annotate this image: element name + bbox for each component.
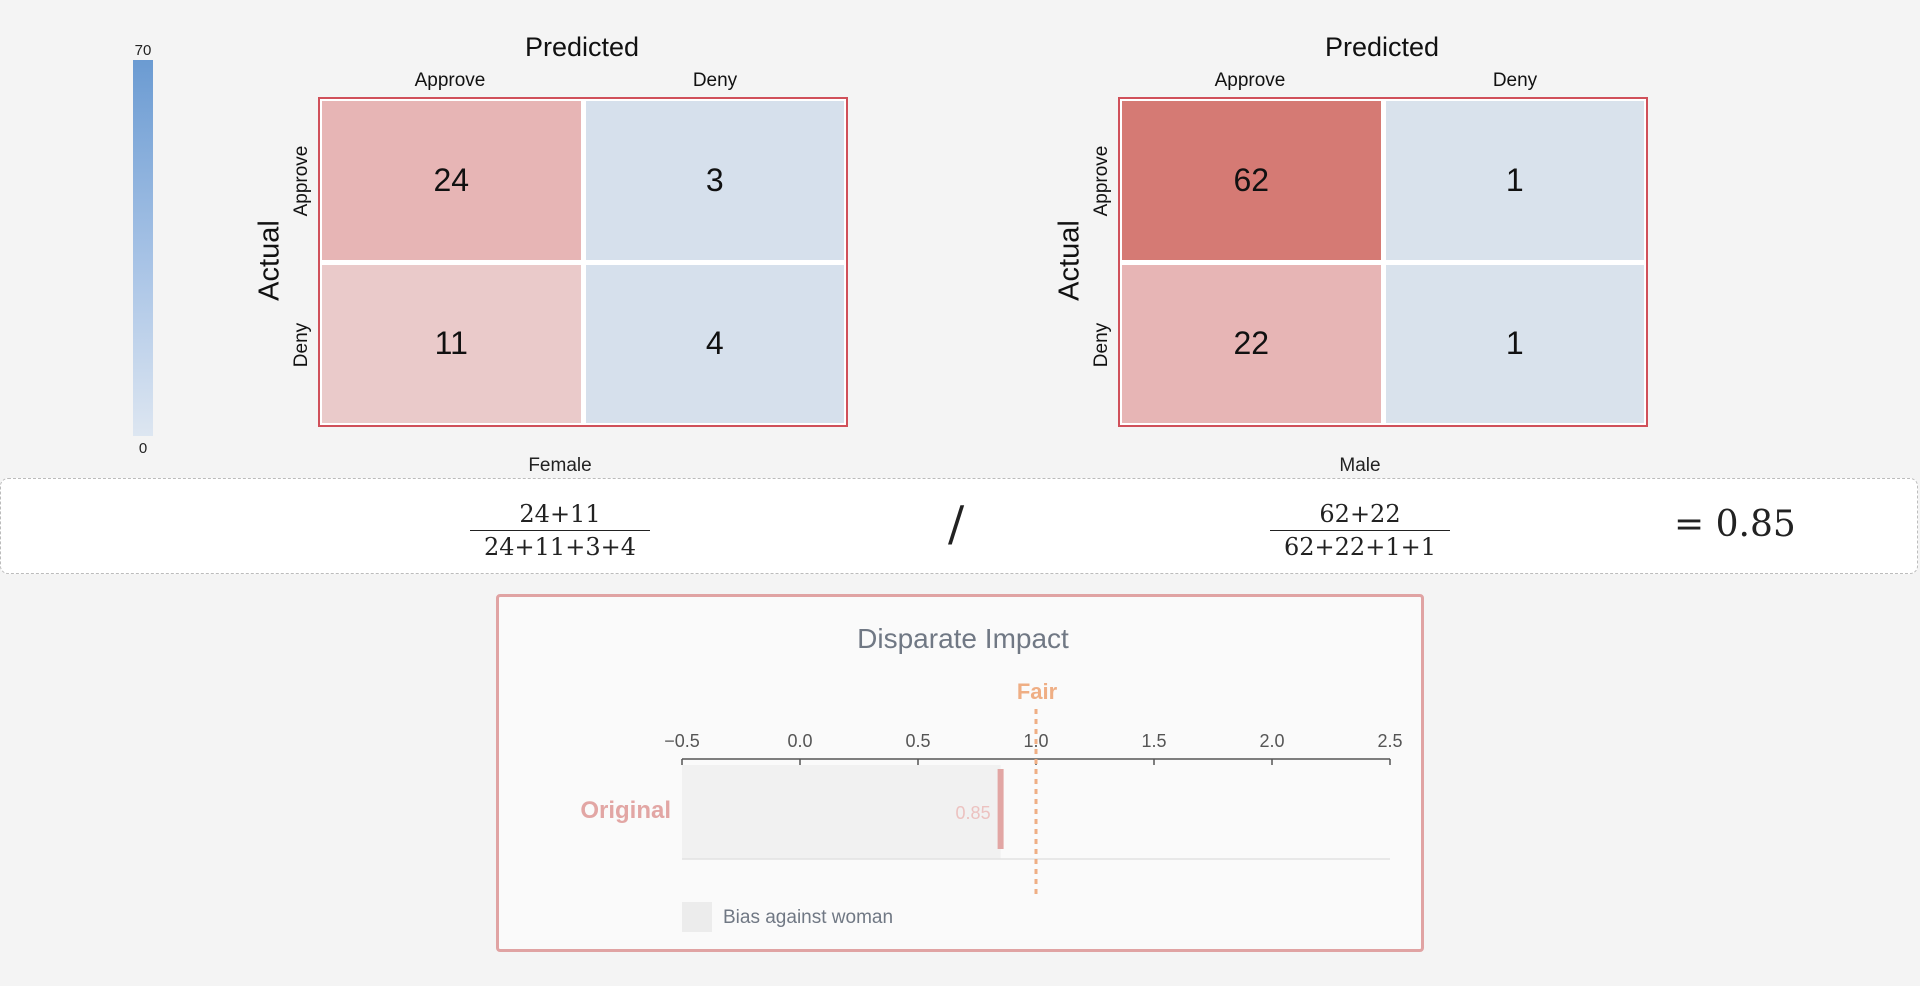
fraction-denominator: 62+22+1+1 [1270, 530, 1450, 561]
female-approval-fraction: 24+11 24+11+3+4 [470, 500, 650, 561]
actual-axis-label: Actual [1053, 220, 1086, 301]
x-tick-label: 0.5 [905, 731, 930, 751]
group-label-female: Female [528, 455, 592, 476]
matrix-title: Predicted [524, 32, 640, 62]
fair-label: Fair [1016, 679, 1058, 704]
fraction-numerator: 62+22 [1319, 500, 1401, 528]
row-label-deny: Deny [1091, 322, 1112, 368]
group-label-male: Male [1339, 455, 1381, 476]
matrix-cell-fn[interactable]: 3 [585, 101, 844, 260]
matrix-cell-tp[interactable]: 24 [322, 101, 581, 260]
color-scale-bar [133, 60, 153, 436]
x-tick-label: 2.0 [1259, 731, 1284, 751]
disparate-impact-card: Disparate Impact −0.50.00.51.01.52.02.50… [496, 594, 1424, 952]
matrix-cell-tn[interactable]: 4 [585, 264, 844, 423]
color-scale-max-label: 70 [134, 42, 152, 59]
matrix-cell-fn[interactable]: 1 [1385, 101, 1644, 260]
matrix-cell-fp[interactable]: 22 [1122, 264, 1381, 423]
plot-background [682, 765, 1001, 859]
fraction-denominator: 24+11+3+4 [470, 530, 650, 561]
male-approval-fraction: 62+22 62+22+1+1 [1270, 500, 1450, 561]
x-tick-label: −0.5 [664, 731, 700, 751]
x-tick-label: 2.5 [1377, 731, 1402, 751]
x-tick-label: 0.0 [787, 731, 812, 751]
color-scale-min-label: 0 [138, 440, 148, 457]
matrix-grid: 24 3 11 4 [318, 97, 848, 427]
legend-label: Bias against woman [723, 907, 894, 928]
col-label-deny: Deny [1492, 70, 1538, 91]
bar-value-label: 0.85 [956, 803, 991, 823]
bar-marker-original [997, 769, 1004, 849]
matrix-cell-tp[interactable]: 62 [1122, 101, 1381, 260]
matrix-cell-fp[interactable]: 11 [322, 264, 581, 423]
card-title: Disparate Impact [857, 623, 1069, 654]
row-label-deny: Deny [291, 322, 312, 368]
x-tick-label: 1.5 [1141, 731, 1166, 751]
matrix-cell-tn[interactable]: 1 [1385, 264, 1644, 423]
row-label-approve: Approve [291, 145, 312, 217]
col-label-approve: Approve [414, 70, 486, 91]
formula-panel [0, 478, 1918, 574]
legend-swatch [682, 902, 712, 932]
matrix-grid: 62 1 22 1 [1118, 97, 1648, 427]
matrix-title: Predicted [1324, 32, 1440, 62]
actual-axis-label: Actual [253, 220, 286, 301]
disparate-impact-chart: −0.50.00.51.01.52.02.50.85 [664, 709, 1403, 897]
formula-result: = 0.85 [1674, 504, 1796, 545]
col-label-deny: Deny [692, 70, 738, 91]
row-label-original: Original [580, 797, 671, 824]
fraction-numerator: 24+11 [519, 500, 601, 528]
division-sign: / [948, 496, 965, 552]
row-label-approve: Approve [1091, 145, 1112, 217]
col-label-approve: Approve [1214, 70, 1286, 91]
